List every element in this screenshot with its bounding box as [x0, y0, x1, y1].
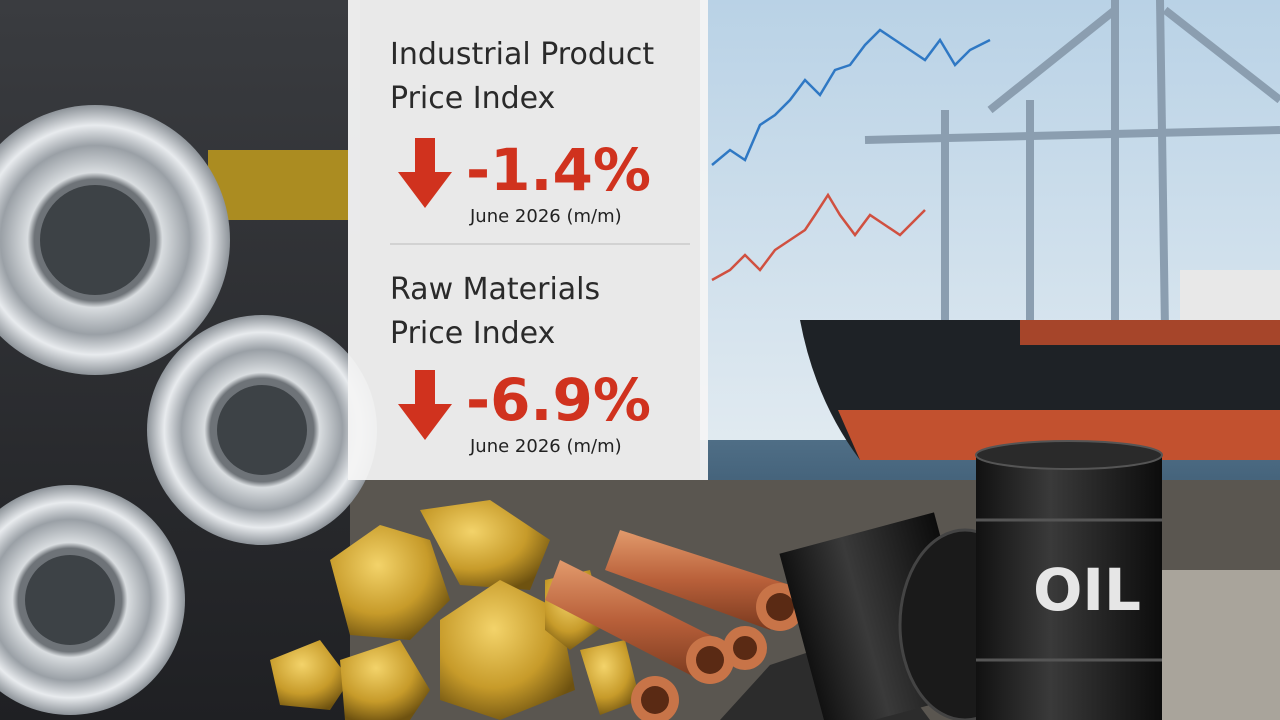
barrel-top: [975, 440, 1163, 470]
coil-hole: [40, 185, 150, 295]
coil-hole: [217, 385, 307, 475]
coil-hole: [25, 555, 115, 645]
change-value: -1.4%: [466, 136, 651, 204]
quay: [1150, 570, 1280, 720]
barrel-label: OIL: [1033, 556, 1141, 624]
deco-line-red: [711, 192, 926, 282]
change-value: -6.9%: [466, 366, 651, 434]
down-arrow: [398, 138, 452, 208]
index-title: Price Index: [390, 81, 555, 116]
index-title: Price Index: [390, 316, 555, 351]
deco-line-blue: [711, 28, 991, 166]
period: June 2026 (m/m): [469, 206, 622, 227]
oil-barrel: [976, 455, 1162, 720]
ship-hull-red: [838, 410, 1280, 460]
index-title: Industrial Product: [390, 37, 654, 72]
index-title: Raw Materials: [390, 272, 600, 307]
info-panel: [348, 0, 708, 480]
crane: [864, 0, 1280, 331]
down-arrow: [398, 370, 452, 440]
ship-deck: [1020, 320, 1280, 345]
period: June 2026 (m/m): [469, 436, 622, 457]
yellow-platform: [208, 150, 348, 220]
